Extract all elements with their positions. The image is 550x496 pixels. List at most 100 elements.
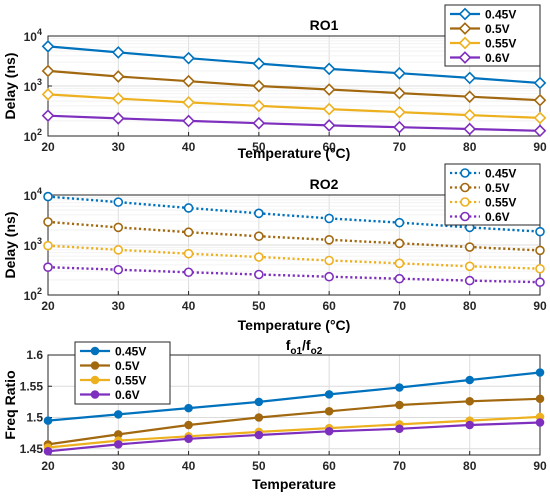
data-point xyxy=(465,375,475,385)
title-sub2: o2 xyxy=(311,346,323,357)
x-tick-label: 30 xyxy=(112,459,126,473)
data-point xyxy=(464,261,475,272)
x-tick-label: 90 xyxy=(533,140,547,154)
chart-title: RO2 xyxy=(310,176,339,192)
data-point xyxy=(254,208,264,219)
y-tick-label: 102 xyxy=(24,127,42,144)
data-point xyxy=(463,71,477,85)
chart-title: fo1/fo2 xyxy=(286,337,323,357)
series-0.55V xyxy=(43,240,545,274)
legend-marker xyxy=(460,211,470,222)
data-point xyxy=(252,99,266,113)
data-point xyxy=(322,102,336,116)
data-point xyxy=(41,88,55,101)
data-point xyxy=(394,238,405,249)
x-tick-label: 60 xyxy=(322,140,336,154)
x-tick-label: 20 xyxy=(41,459,55,473)
x-tick-label: 60 xyxy=(322,299,336,313)
x-axis-label: Temperature (°C) xyxy=(238,145,351,161)
data-point xyxy=(41,40,55,53)
y-tick-base: 10 xyxy=(24,289,38,303)
data-point xyxy=(254,413,264,422)
legend-label: 0.45V xyxy=(485,167,516,181)
series-0.6V xyxy=(43,418,545,456)
y-tick-exponent: 3 xyxy=(37,77,42,87)
data-point xyxy=(111,70,125,83)
title-f: f xyxy=(286,337,291,353)
data-point xyxy=(184,403,193,413)
x-tick-label: 80 xyxy=(463,299,477,313)
data-point xyxy=(41,64,55,78)
data-point xyxy=(252,79,266,93)
data-point xyxy=(254,430,264,440)
x-tick-label: 50 xyxy=(252,140,266,154)
data-point xyxy=(182,114,195,128)
data-point xyxy=(183,227,194,238)
data-point xyxy=(464,275,475,286)
series-0.55V xyxy=(41,88,547,125)
data-point xyxy=(394,217,405,228)
x-tick-label: 90 xyxy=(533,459,547,473)
legend-marker xyxy=(458,36,472,50)
legend-label: 0.6V xyxy=(485,51,510,65)
y-axis-label: Freq Ratio xyxy=(2,370,18,439)
y-tick-label: 104 xyxy=(24,186,42,203)
legend-marker xyxy=(458,22,472,35)
data-point xyxy=(533,76,547,90)
series-0.45V xyxy=(43,368,545,425)
data-point xyxy=(533,111,547,125)
data-point xyxy=(533,93,547,107)
legend-label: 0.5V xyxy=(115,359,140,373)
data-point xyxy=(395,424,404,434)
data-point xyxy=(183,267,194,278)
data-point xyxy=(252,116,266,130)
title-sub1: o1 xyxy=(290,346,302,357)
x-tick-label: 70 xyxy=(393,299,407,313)
data-point xyxy=(394,273,405,284)
data-point xyxy=(324,406,334,416)
legend-marker xyxy=(460,168,470,178)
series-line xyxy=(47,220,541,252)
y-tick-label: 1.45 xyxy=(20,442,44,456)
data-point xyxy=(113,197,124,207)
y-tick-base: 10 xyxy=(24,30,38,44)
y-tick-label: 103 xyxy=(24,236,42,253)
x-tick-label: 30 xyxy=(112,299,126,313)
data-point xyxy=(183,248,194,259)
legend-marker xyxy=(458,7,472,21)
y-axis-label: Delay (ns) xyxy=(2,212,18,279)
chart-title: RO1 xyxy=(310,17,339,33)
data-point xyxy=(465,420,475,430)
y-tick-label: 102 xyxy=(24,286,42,303)
data-point xyxy=(535,368,545,377)
data-point xyxy=(463,122,477,136)
legend-label: 0.45V xyxy=(115,345,146,359)
legend-marker xyxy=(460,197,470,207)
y-tick-exponent: 2 xyxy=(37,286,42,296)
y-tick-base: 10 xyxy=(24,239,38,253)
data-point xyxy=(113,245,124,255)
data-point xyxy=(463,90,477,104)
x-axis-label: Temperature (°C) xyxy=(238,317,351,333)
data-point xyxy=(254,269,264,280)
data-point xyxy=(324,271,334,282)
data-point xyxy=(43,416,53,425)
legend-marker xyxy=(460,182,470,193)
data-point xyxy=(395,383,404,392)
data-point xyxy=(535,245,545,256)
axes-box xyxy=(47,354,541,456)
legend-marker xyxy=(90,361,100,370)
data-point xyxy=(393,86,406,100)
series-0.6V xyxy=(43,262,545,288)
data-point xyxy=(113,440,123,449)
data-point xyxy=(393,105,406,119)
data-point xyxy=(535,394,545,404)
series-line xyxy=(47,69,541,102)
data-point xyxy=(533,124,547,138)
data-point xyxy=(182,51,195,65)
series-line xyxy=(47,371,541,422)
data-point xyxy=(111,46,125,59)
